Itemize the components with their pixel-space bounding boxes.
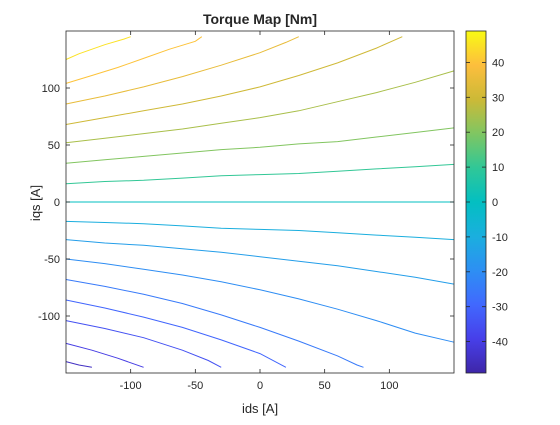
contour-line-15 xyxy=(65,361,92,368)
x-tick-label: 0 xyxy=(257,380,263,392)
colorbar-tick-label: 20 xyxy=(492,127,504,139)
x-tick-label: 100 xyxy=(380,380,398,392)
contour-line-10 xyxy=(65,258,455,343)
contour-line-8 xyxy=(65,220,455,241)
contour-line-5 xyxy=(65,127,455,164)
colorbar-tick-label: 40 xyxy=(492,57,504,69)
colorbar: -40 -30 -20 -10 0 10 20 30 40 xyxy=(465,30,508,374)
y-tick-label: 100 xyxy=(42,83,60,95)
x-tick-label: -50 xyxy=(187,380,203,392)
y-tick-label: -50 xyxy=(44,254,60,266)
contour-line-9 xyxy=(65,239,455,285)
colorbar-tick-label: 30 xyxy=(492,92,504,104)
contour-line-12 xyxy=(65,299,287,368)
contour-line-6 xyxy=(65,163,455,185)
contour-line-2 xyxy=(65,36,300,105)
colorbar-tick-label: -40 xyxy=(492,337,508,349)
colorbar-tick-label: -20 xyxy=(492,267,508,279)
plot-area: -100 -50 0 50 100 -100 -50 0 50 100 xyxy=(38,30,455,392)
colorbar-tick-label: -10 xyxy=(492,232,508,244)
chart-title: Torque Map [Nm] xyxy=(203,11,317,27)
contour-line-0 xyxy=(65,36,131,60)
y-tick-label: 0 xyxy=(54,197,60,209)
contour-line-13 xyxy=(65,320,222,368)
colorbar-tick-label: 10 xyxy=(492,162,504,174)
colorbar-tick-label: -30 xyxy=(492,302,508,314)
contour-line-1 xyxy=(65,36,203,84)
contour-line-11 xyxy=(65,279,364,368)
contour-line-14 xyxy=(65,342,144,368)
y-tick-label: -100 xyxy=(38,311,60,323)
x-tick-label: 50 xyxy=(319,380,331,392)
x-tick-label: -100 xyxy=(120,380,142,392)
y-tick-label: 50 xyxy=(48,140,60,152)
contour-line-3 xyxy=(65,36,403,125)
x-axis-label: ids [A] xyxy=(242,401,278,416)
contour-line-4 xyxy=(65,70,455,144)
y-axis-label: iqs [A] xyxy=(28,185,43,221)
colorbar-tick-label: 0 xyxy=(492,197,498,209)
